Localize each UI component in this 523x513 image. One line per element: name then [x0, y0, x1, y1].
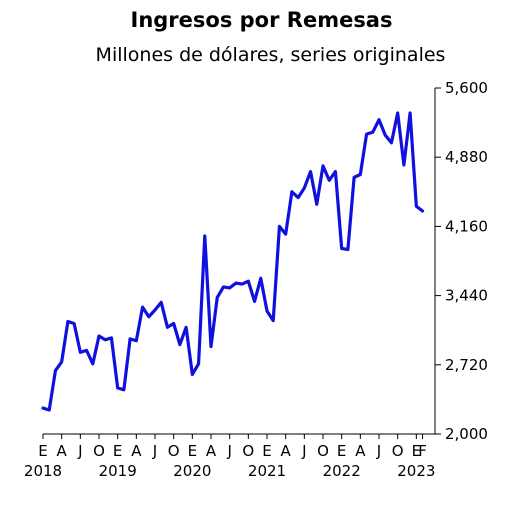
x-tick-label: J	[376, 442, 381, 460]
x-tick-label: E	[412, 442, 421, 460]
x-tick-label: O	[168, 442, 180, 460]
x-tick-label: A	[355, 442, 366, 460]
y-tick-label: 4,160	[445, 217, 488, 235]
x-tick-label: E	[113, 442, 122, 460]
chart-subtitle: Millones de dólares, series originales	[95, 44, 446, 66]
x-year-label: 2023	[397, 462, 435, 480]
x-tick-label: A	[206, 442, 217, 460]
x-year-label: 2021	[248, 462, 286, 480]
x-tick-label: J	[77, 442, 82, 460]
y-tick-label: 2,000	[445, 425, 488, 443]
x-tick-label: F	[418, 442, 427, 460]
x-tick-label: J	[226, 442, 231, 460]
x-tick-label: E	[188, 442, 197, 460]
x-tick-label: J	[301, 442, 306, 460]
x-tick-label: J	[152, 442, 157, 460]
axes	[43, 88, 436, 435]
x-tick-label: A	[281, 442, 292, 460]
x-tick-label: A	[57, 442, 68, 460]
x-tick-label: E	[262, 442, 271, 460]
y-tick-label: 5,600	[445, 79, 488, 97]
x-tick-label: A	[131, 442, 142, 460]
x-year-label: 2022	[323, 462, 361, 480]
x-tick-label: E	[38, 442, 47, 460]
x-tick-label: O	[93, 442, 105, 460]
x-year-label: 2020	[173, 462, 211, 480]
x-year-label: 2019	[99, 462, 137, 480]
y-tick-label: 3,440	[445, 287, 488, 305]
x-year-label: 2018	[24, 462, 62, 480]
x-tick-label: O	[317, 442, 329, 460]
x-tick-label: E	[337, 442, 346, 460]
y-tick-label: 2,720	[445, 356, 488, 374]
x-tick-label: O	[242, 442, 254, 460]
series-group	[41, 111, 425, 412]
y-tick-label: 4,880	[445, 148, 488, 166]
x-tick-label: O	[392, 442, 404, 460]
remesas-series-line	[41, 111, 425, 412]
chart-title: Ingresos por Remesas	[130, 8, 393, 32]
